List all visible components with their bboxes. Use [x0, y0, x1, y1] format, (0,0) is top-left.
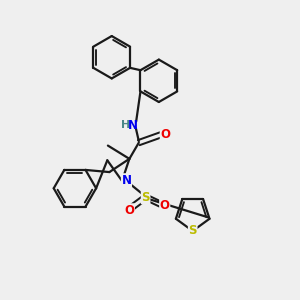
- Text: N: N: [128, 119, 138, 132]
- Text: S: S: [141, 190, 150, 204]
- Text: O: O: [160, 200, 170, 212]
- Text: O: O: [124, 204, 134, 217]
- Text: H: H: [121, 120, 130, 130]
- Text: S: S: [188, 224, 197, 238]
- Text: N: N: [122, 174, 131, 187]
- Text: O: O: [160, 128, 170, 141]
